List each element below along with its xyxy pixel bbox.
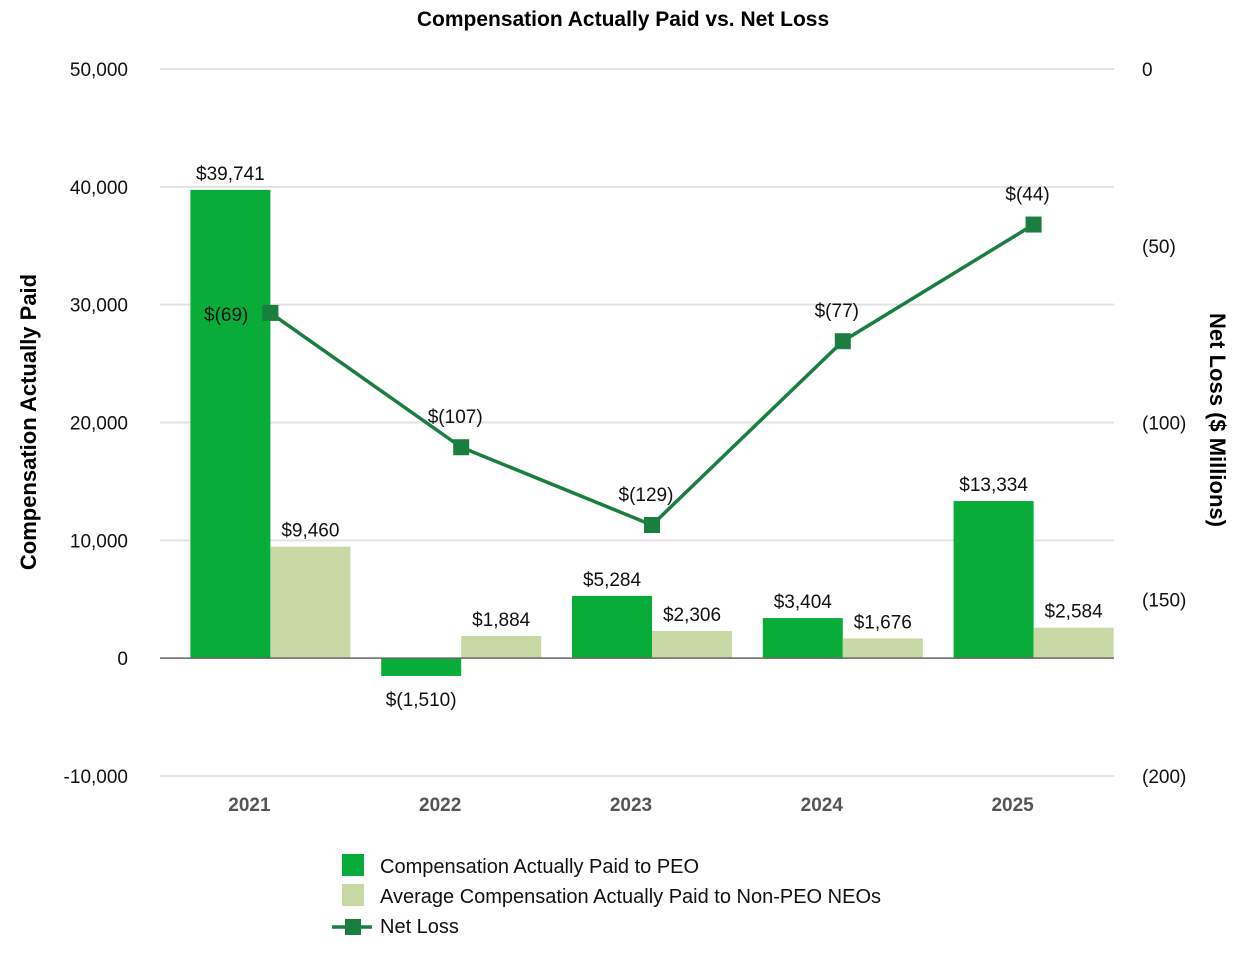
right-tick-label: (50) <box>1142 237 1176 258</box>
legend-label: Average Compensation Actually Paid to No… <box>380 886 881 908</box>
bar-data-label: $5,284 <box>583 570 642 591</box>
net-loss-label: $(107) <box>428 407 483 428</box>
bar-peo <box>381 658 462 676</box>
bar-data-label: $39,741 <box>196 164 265 185</box>
legend-label: Compensation Actually Paid to PEO <box>380 856 699 878</box>
right-axis-title: Net Loss ($ Millions) <box>1205 313 1230 527</box>
bar-peo <box>572 595 652 659</box>
left-tick-label: 40,000 <box>70 178 128 199</box>
x-tick-label: 2024 <box>801 795 844 816</box>
legend: Compensation Actually Paid to PEO Average… <box>332 854 881 938</box>
net-loss-point <box>262 304 279 321</box>
left-tick-label: 10,000 <box>70 531 128 552</box>
net-loss-point <box>644 517 660 534</box>
left-axis-title: Compensation Actually Paid <box>16 274 41 570</box>
left-tick-label: 30,000 <box>70 296 128 317</box>
bar-data-label: $3,404 <box>774 592 833 613</box>
bar-labels: $39,741 $(1,510) $5,284 $3,404 $13,334 $9,460… <box>196 164 1103 711</box>
net-loss-point <box>1025 216 1042 233</box>
right-tick-label: 0 <box>1142 60 1153 81</box>
right-tick-label: (100) <box>1142 414 1186 435</box>
left-tick-label: -10,000 <box>64 767 128 788</box>
bar-data-label: $2,306 <box>663 605 721 626</box>
bar-data-label: $13,334 <box>959 475 1028 496</box>
net-loss-label: $(69) <box>204 305 248 326</box>
bar-data-label: $9,460 <box>281 521 339 542</box>
bar-neo <box>1033 627 1114 659</box>
net-loss-line: $(69) $(107) $(129) $(77) $(44) <box>204 185 1050 534</box>
left-tick-label: 50,000 <box>70 60 128 81</box>
bar-neo <box>270 546 351 659</box>
chart-title: Compensation Actually Paid vs. Net Loss <box>417 8 829 31</box>
bars <box>190 189 1114 676</box>
legend-marker <box>345 919 361 935</box>
left-axis-ticks: -10,000 0 10,000 20,000 30,000 40,000 50,000 <box>64 60 128 788</box>
x-tick-label: 2023 <box>610 795 652 816</box>
net-loss-label: $(44) <box>1005 185 1049 206</box>
legend-swatch <box>342 884 364 906</box>
bar-data-label: $(1,510) <box>386 690 457 711</box>
bar-data-label: $1,884 <box>472 610 531 631</box>
right-tick-label: (200) <box>1142 767 1186 788</box>
net-loss-point <box>834 333 851 350</box>
bar-neo <box>461 635 542 659</box>
x-axis-ticks: 2021 2022 2023 2024 2025 <box>228 795 1034 816</box>
net-loss-label: $(77) <box>815 301 859 322</box>
net-loss-label: $(129) <box>619 485 674 506</box>
bar-data-label: $1,676 <box>854 612 912 633</box>
bar-neo <box>652 630 732 659</box>
legend-swatch <box>342 854 364 876</box>
left-tick-label: 0 <box>117 649 128 670</box>
legend-label: Net Loss <box>380 916 459 938</box>
right-tick-label: (150) <box>1142 590 1186 611</box>
x-tick-label: 2022 <box>419 795 461 816</box>
bar-peo <box>953 501 1034 659</box>
bar-data-label: $2,584 <box>1045 602 1104 623</box>
right-axis-ticks: 0 (50) (100) (150) (200) <box>1142 60 1186 788</box>
bar-neo <box>842 638 923 659</box>
bar-peo <box>762 618 843 659</box>
x-tick-label: 2025 <box>991 795 1034 816</box>
net-loss-polyline <box>269 223 1035 528</box>
bar-peo <box>190 189 271 659</box>
gridlines <box>160 68 1114 777</box>
net-loss-point <box>453 439 470 456</box>
x-tick-label: 2021 <box>228 795 271 816</box>
left-tick-label: 20,000 <box>70 414 128 435</box>
